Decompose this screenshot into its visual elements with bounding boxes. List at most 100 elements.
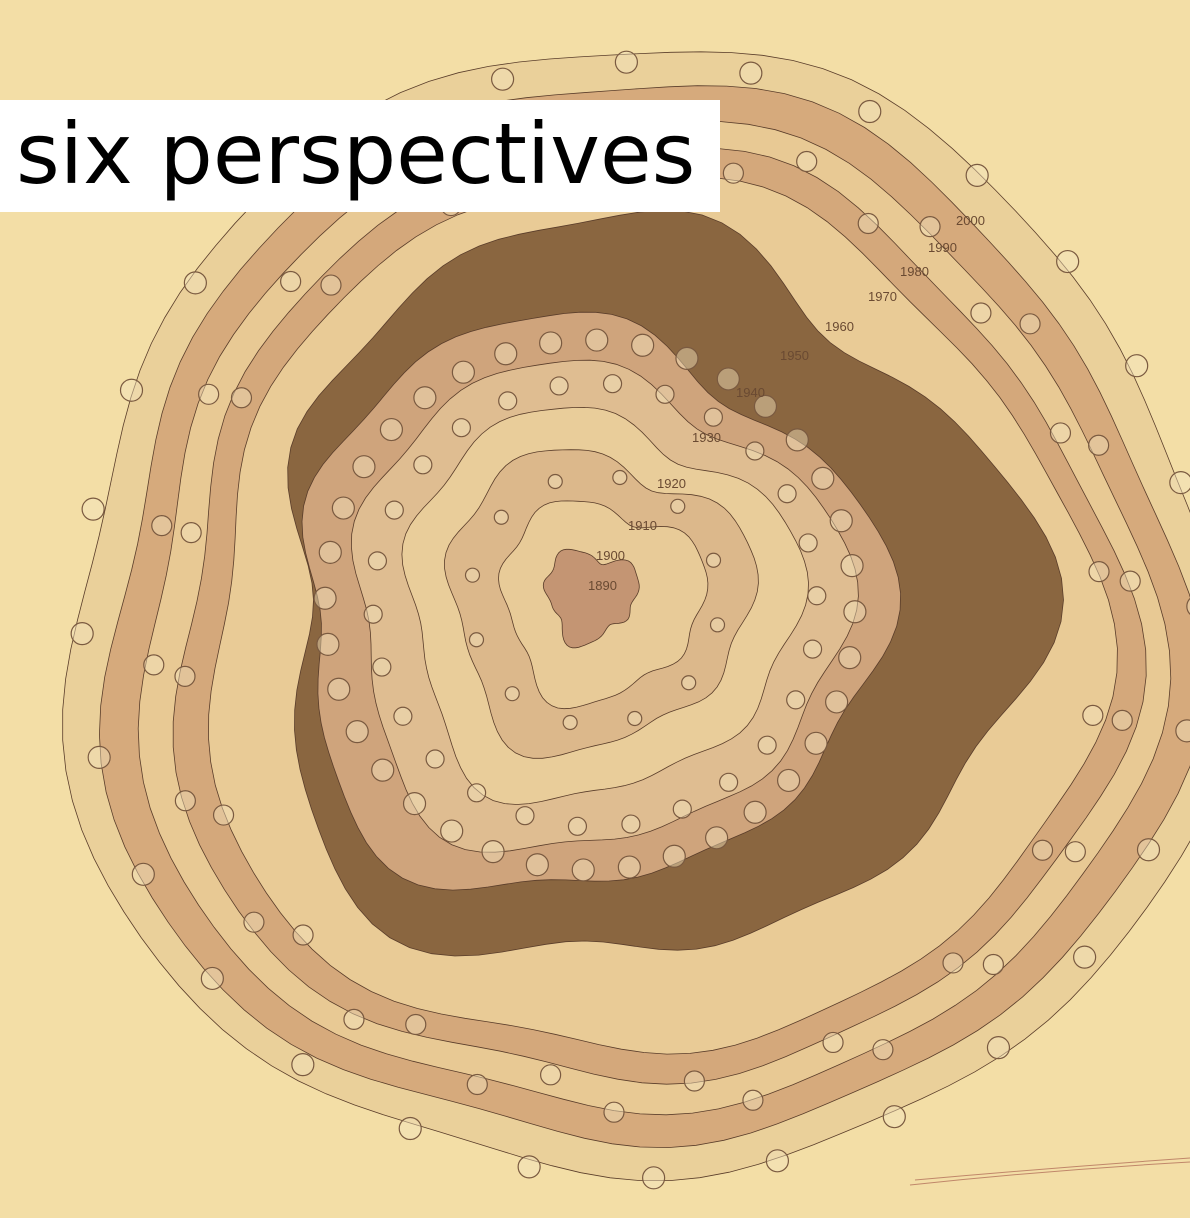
- ring-dot: [778, 485, 796, 503]
- ring-label: 1930: [692, 430, 721, 445]
- ring-dot: [404, 793, 426, 815]
- ring-dot: [368, 552, 386, 570]
- ring-dot: [744, 801, 766, 823]
- ring-dot: [804, 640, 822, 658]
- ring-dot: [385, 501, 403, 519]
- ring-dot: [568, 817, 586, 835]
- ring-dot: [746, 442, 764, 460]
- ring-dot: [71, 623, 93, 645]
- ring-dot: [317, 633, 339, 655]
- ring-dot: [1033, 840, 1053, 860]
- ring-label: 2000: [956, 213, 985, 228]
- ring-dot: [399, 1117, 421, 1139]
- ring-dot: [707, 553, 721, 567]
- ring-dot: [550, 377, 568, 395]
- ring-dot: [786, 429, 808, 451]
- ring-label: 1960: [825, 319, 854, 334]
- ring-dot: [723, 163, 743, 183]
- ring-dot: [373, 658, 391, 676]
- ring-dot: [482, 841, 504, 863]
- ring-dot: [826, 691, 848, 713]
- ring-dot: [671, 499, 685, 513]
- ring-dot: [541, 1065, 561, 1085]
- ring-dot: [830, 510, 852, 532]
- ring-dot: [758, 736, 776, 754]
- ring-dot: [859, 101, 881, 123]
- ring-dot: [1137, 839, 1159, 861]
- ring-dot: [380, 419, 402, 441]
- ring-dot: [344, 1009, 364, 1029]
- ring-dot: [883, 1106, 905, 1128]
- ring-dot: [987, 1037, 1009, 1059]
- ring-dot: [175, 666, 195, 686]
- ring-dot: [586, 329, 608, 351]
- ring-dot: [706, 827, 728, 849]
- ring-dot: [526, 854, 548, 876]
- ring-dot: [812, 467, 834, 489]
- ring-dot: [615, 51, 637, 73]
- ring-dot: [1089, 562, 1109, 582]
- ring-dot: [518, 1156, 540, 1178]
- ring-dot: [394, 707, 412, 725]
- ring-dot: [682, 676, 696, 690]
- ring-dot: [505, 687, 519, 701]
- ring-dot: [943, 953, 963, 973]
- ring-label: 1890: [588, 578, 617, 593]
- ring-dot: [353, 456, 375, 478]
- ring-dot: [743, 1090, 763, 1110]
- page: 1890190019101920193019401950196019701980…: [0, 0, 1190, 1218]
- ring-label: 1990: [928, 240, 957, 255]
- ring-dot: [711, 618, 725, 632]
- ring-dot: [684, 1071, 704, 1091]
- ring-dot: [1020, 314, 1040, 334]
- ring-dot: [808, 587, 826, 605]
- ring-dot: [144, 655, 164, 675]
- ring-dot: [406, 1015, 426, 1035]
- ring-dot: [805, 732, 827, 754]
- scratch-line: [910, 1158, 1190, 1185]
- ring-dot: [1083, 705, 1103, 725]
- ring-dot: [121, 379, 143, 401]
- ring-dot: [293, 925, 313, 945]
- ring-dot: [839, 647, 861, 669]
- ring-dot: [673, 800, 691, 818]
- ring-dot: [452, 419, 470, 437]
- ring-dot: [720, 773, 738, 791]
- ring-dot: [704, 408, 722, 426]
- ring-dot: [292, 1054, 314, 1076]
- ring-dot: [632, 334, 654, 356]
- ring-dot: [184, 272, 206, 294]
- ring-dot: [572, 859, 594, 881]
- ring-dot: [181, 523, 201, 543]
- ring-dot: [465, 568, 479, 582]
- ring-dot: [663, 845, 685, 867]
- ring-dot: [613, 470, 627, 484]
- ring-dot: [1089, 435, 1109, 455]
- ring-dot: [199, 384, 219, 404]
- ring-label: 1980: [900, 264, 929, 279]
- ring-dot: [132, 863, 154, 885]
- ring-dot: [495, 343, 517, 365]
- ring-dot: [778, 769, 800, 791]
- ring-dot: [494, 510, 508, 524]
- ring-dot: [414, 456, 432, 474]
- ring-dot: [656, 385, 674, 403]
- ring-dot: [643, 1167, 665, 1189]
- ring-dot: [201, 967, 223, 989]
- ring-dot: [604, 375, 622, 393]
- ring-dot: [618, 856, 640, 878]
- ring-dot: [82, 498, 104, 520]
- ring-dot: [622, 815, 640, 833]
- ring-dot: [1050, 423, 1070, 443]
- ring-label: 1970: [868, 289, 897, 304]
- ring-dot: [364, 605, 382, 623]
- title: six perspectives: [16, 104, 695, 204]
- ring-dot: [314, 587, 336, 609]
- ring-dot: [920, 217, 940, 237]
- ring-dot: [467, 1074, 487, 1094]
- ring-dot: [328, 678, 350, 700]
- ring-dot: [372, 759, 394, 781]
- ring-dot: [499, 392, 517, 410]
- ring-dot: [1112, 710, 1132, 730]
- ring-dot: [492, 68, 514, 90]
